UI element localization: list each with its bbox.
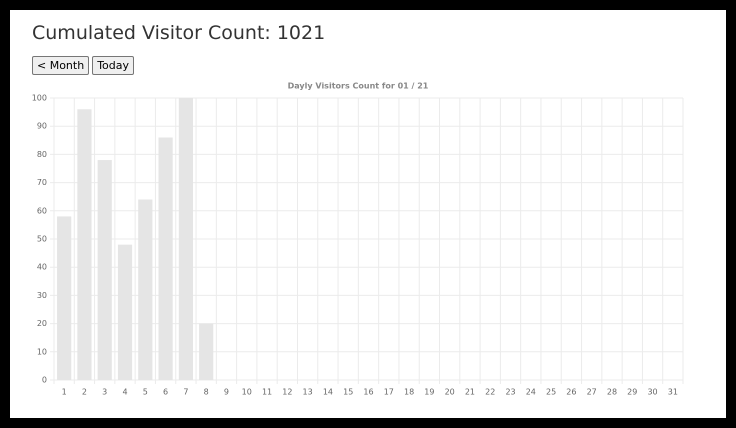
y-tick-label: 30 — [37, 291, 47, 300]
bar — [199, 323, 214, 380]
y-tick-label: 20 — [37, 319, 47, 328]
y-tick-label: 0 — [42, 376, 47, 385]
x-tick-label: 24 — [526, 388, 536, 397]
heading: Cumulated Visitor Count: 1021 — [32, 22, 326, 44]
x-tick-label: 7 — [183, 388, 188, 397]
month-button[interactable]: < Month — [32, 56, 90, 75]
x-tick-label: 17 — [384, 388, 394, 397]
x-tick-label: 13 — [303, 388, 313, 397]
x-tick-label: 27 — [587, 388, 597, 397]
x-tick-label: 21 — [465, 388, 475, 397]
y-tick-label: 90 — [37, 122, 47, 131]
x-tick-label: 28 — [607, 388, 617, 397]
y-tick-label: 70 — [37, 178, 47, 187]
x-tick-label: 4 — [122, 388, 127, 397]
x-tick-label: 6 — [163, 388, 168, 397]
x-tick-label: 26 — [566, 388, 576, 397]
x-tick-label: 30 — [647, 388, 657, 397]
x-tick-label: 19 — [424, 388, 434, 397]
bar — [158, 137, 173, 380]
x-tick-label: 14 — [323, 388, 333, 397]
y-tick-label: 80 — [37, 150, 47, 159]
y-tick-label: 60 — [37, 206, 47, 215]
x-tick-label: 2 — [82, 388, 87, 397]
today-button[interactable]: Today — [92, 56, 135, 75]
x-tick-label: 31 — [668, 388, 678, 397]
bar — [178, 98, 193, 380]
x-tick-label: 11 — [262, 388, 272, 397]
x-tick-label: 10 — [242, 388, 252, 397]
y-tick-label: 10 — [37, 347, 47, 356]
x-tick-label: 29 — [627, 388, 637, 397]
x-tick-label: 20 — [445, 388, 455, 397]
x-tick-label: 1 — [62, 388, 67, 397]
y-tick-label: 100 — [32, 94, 47, 103]
x-tick-label: 23 — [505, 388, 515, 397]
y-tick-label: 40 — [37, 263, 47, 272]
y-tick-label: 50 — [37, 235, 47, 244]
bar — [138, 199, 153, 380]
bar — [57, 216, 72, 380]
x-tick-label: 3 — [102, 388, 107, 397]
x-tick-label: 15 — [343, 388, 353, 397]
x-tick-label: 22 — [485, 388, 495, 397]
x-tick-label: 12 — [282, 388, 292, 397]
bar — [117, 244, 133, 380]
chart-title: Dayly Visitors Count for 01 / 21 — [288, 82, 429, 91]
x-tick-label: 25 — [546, 388, 556, 397]
x-tick-label: 5 — [143, 388, 148, 397]
x-tick-label: 9 — [224, 388, 229, 397]
x-tick-label: 8 — [204, 388, 209, 397]
bar — [77, 109, 92, 380]
bar — [97, 160, 112, 380]
button-bar: < Month Today — [32, 56, 135, 75]
x-tick-label: 16 — [363, 388, 373, 397]
x-tick-label: 18 — [404, 388, 414, 397]
